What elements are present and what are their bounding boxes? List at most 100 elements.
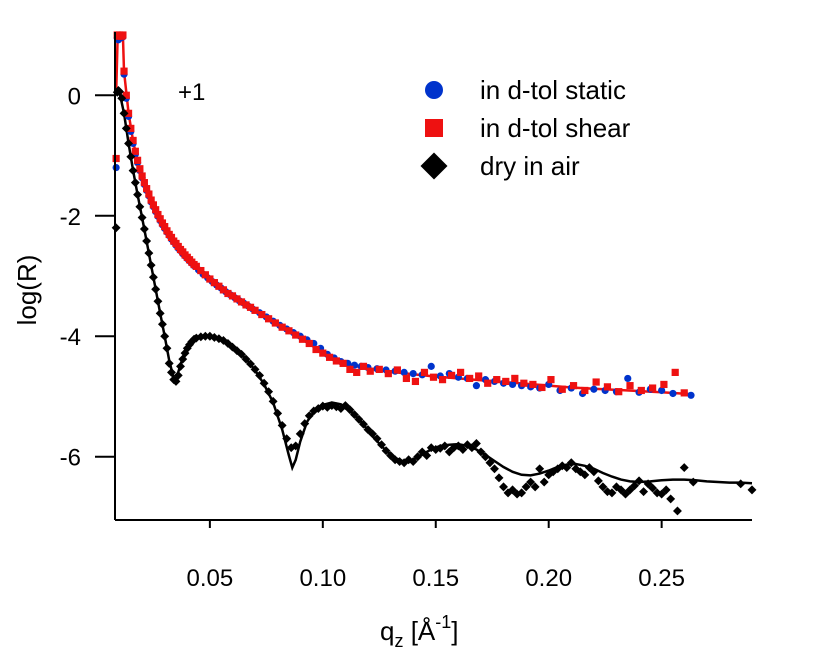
data-point — [139, 224, 149, 234]
data-point — [680, 389, 688, 397]
data-point — [400, 368, 408, 376]
data-point — [581, 386, 589, 395]
legend-label: dry in air — [480, 151, 580, 181]
data-point — [237, 298, 246, 306]
data-point — [163, 227, 171, 235]
data-point — [285, 327, 293, 335]
data-point — [520, 379, 528, 387]
legend-label: in d-tol shear — [480, 113, 631, 143]
data-point — [197, 266, 205, 275]
data-point — [511, 374, 519, 383]
data-point — [155, 308, 165, 318]
data-point — [167, 233, 176, 242]
data-point — [584, 463, 594, 473]
y-axis-title: log(R) — [12, 255, 42, 326]
data-point — [346, 365, 354, 373]
data-point — [639, 487, 649, 497]
x-tick-label: 0.20 — [525, 565, 572, 592]
data-point — [140, 179, 148, 187]
data-point — [679, 463, 689, 473]
data-point — [402, 374, 410, 383]
data-point — [133, 190, 143, 200]
data-point — [241, 354, 251, 364]
data-point — [147, 196, 155, 204]
data-point — [384, 370, 392, 378]
data-point — [673, 506, 682, 516]
data-point — [255, 370, 265, 380]
data-point — [427, 362, 435, 370]
data-point — [467, 443, 477, 453]
data-point — [548, 467, 558, 477]
data-point — [457, 368, 465, 376]
data-point — [111, 223, 121, 233]
data-point — [490, 464, 499, 474]
data-point — [372, 434, 382, 444]
data-point — [345, 405, 355, 415]
data-point — [566, 458, 576, 468]
data-point — [669, 389, 677, 398]
data-point — [176, 361, 185, 371]
y-tick-label: -6 — [60, 445, 81, 472]
data-point — [440, 441, 450, 451]
data-point — [502, 377, 510, 386]
data-point — [603, 383, 612, 391]
data-point — [530, 482, 540, 492]
data-point — [145, 190, 153, 198]
data-point — [167, 367, 176, 377]
data-point — [246, 359, 255, 369]
data-point — [291, 441, 301, 451]
data-point — [512, 489, 522, 499]
data-point — [233, 295, 241, 303]
data-point — [484, 379, 492, 387]
data-point — [277, 420, 287, 430]
data-point — [630, 481, 639, 491]
data-point — [298, 335, 307, 343]
data-point — [312, 345, 320, 354]
data-point — [264, 387, 274, 397]
data-point — [178, 354, 188, 364]
data-point — [133, 156, 142, 164]
legend-label: in d-tol static — [480, 75, 626, 105]
data-point — [472, 382, 481, 390]
data-point — [156, 215, 164, 223]
data-point — [353, 368, 361, 376]
data-point — [144, 248, 154, 258]
data-point — [137, 213, 147, 223]
data-point — [409, 370, 417, 378]
data-point — [420, 368, 429, 376]
data-point — [117, 93, 127, 103]
data-point — [157, 319, 167, 329]
x-axis-title-close: ] — [451, 616, 458, 646]
data-point — [688, 477, 698, 487]
data-point — [666, 494, 676, 504]
data-point — [200, 331, 210, 341]
data-point — [649, 384, 657, 392]
data-point — [354, 414, 364, 424]
data-point — [359, 362, 368, 370]
data-point — [458, 445, 468, 454]
x-axis-title-subscript: z — [394, 631, 403, 651]
data-point — [429, 373, 438, 381]
data-point — [292, 331, 300, 339]
data-point — [206, 275, 214, 283]
data-point — [661, 485, 671, 495]
data-point — [196, 332, 206, 342]
data-point — [119, 31, 127, 39]
x-axis-title-unit: [Å — [403, 616, 435, 646]
data-point — [377, 440, 387, 450]
data-point — [637, 386, 645, 395]
data-point — [580, 470, 590, 480]
data-point — [246, 303, 255, 311]
data-point — [449, 443, 459, 453]
data-point — [124, 109, 133, 117]
legend-marker — [420, 152, 448, 180]
data-point — [121, 123, 131, 133]
data-point — [648, 483, 658, 493]
data-point — [201, 271, 209, 279]
data-point — [237, 349, 246, 359]
data-point — [657, 489, 667, 499]
axes: 0.05 0.10 0.15 0.20 0.25 0 -2 -4 -6 — [60, 32, 752, 592]
data-point — [271, 319, 279, 327]
data-point — [598, 482, 608, 492]
